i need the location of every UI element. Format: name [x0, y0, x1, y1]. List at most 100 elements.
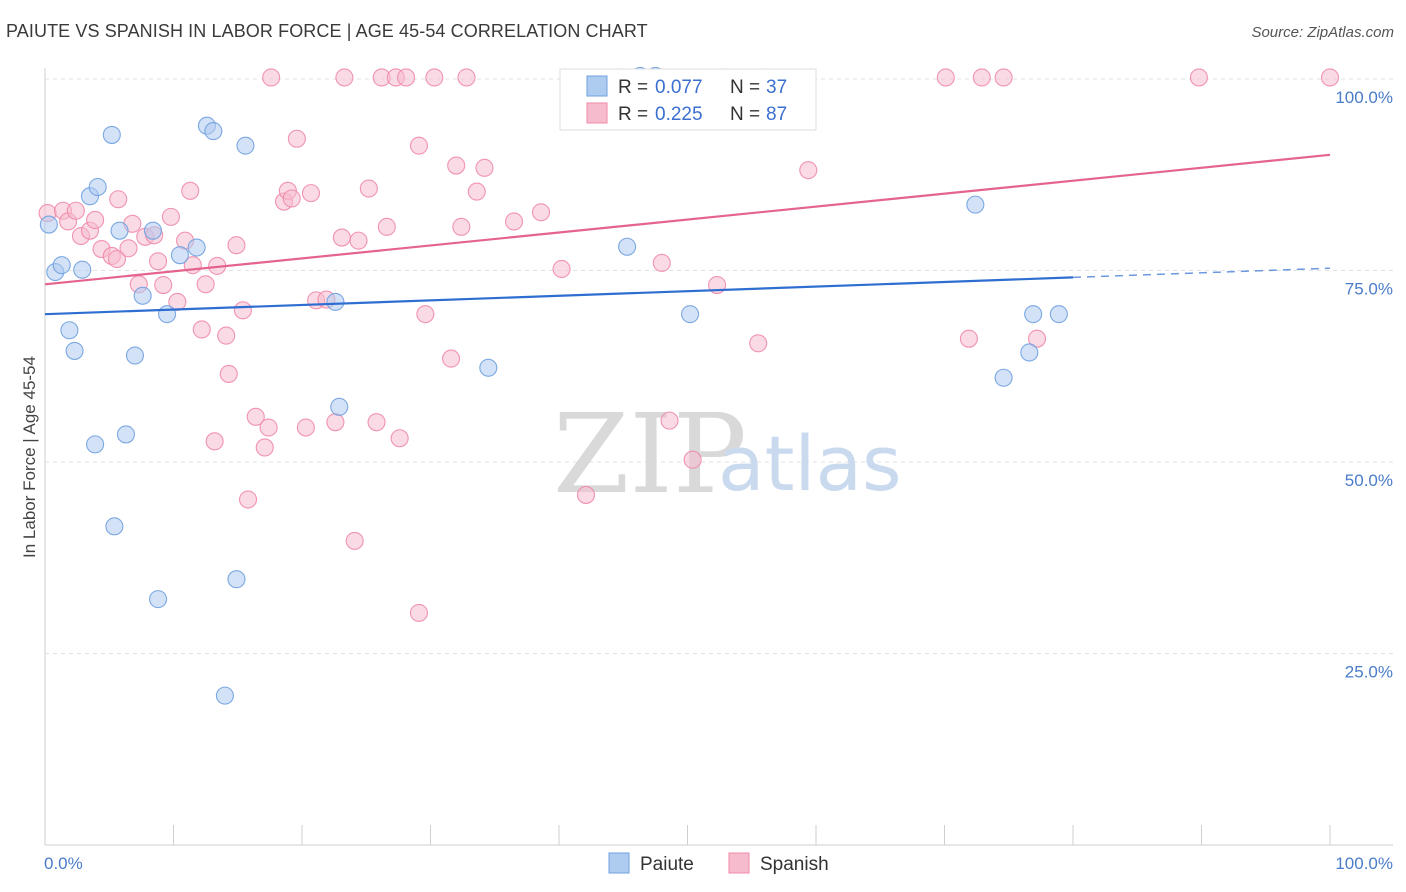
- legend-n-label-spanish: N =: [730, 104, 760, 125]
- spanish-point: [109, 190, 128, 209]
- spanish-point: [301, 184, 321, 203]
- spanish-point: [154, 276, 173, 295]
- paiute-point: [236, 136, 255, 155]
- bottom-legend-swatch-spanish: [728, 852, 750, 874]
- paiute-point: [1049, 305, 1068, 324]
- spanish-point: [359, 179, 378, 198]
- spanish-point: [1320, 68, 1340, 87]
- spanish-point: [1027, 329, 1047, 348]
- paiute-point: [102, 125, 121, 144]
- legend-n-label-paiute: N =: [730, 77, 760, 98]
- spanish-point: [377, 217, 396, 236]
- paiute-point: [73, 260, 92, 279]
- y-tick-label-25: 25.0%: [1345, 663, 1393, 682]
- spanish-point: [409, 136, 428, 155]
- paiute-point: [330, 397, 349, 416]
- paiute-point: [158, 305, 177, 324]
- chart-title: PAIUTE VS SPANISH IN LABOR FORCE | AGE 4…: [6, 21, 648, 41]
- paiute-point: [1024, 305, 1043, 324]
- spanish-point: [447, 156, 466, 175]
- watermark-atlas: atlas: [718, 419, 902, 508]
- paiute-point: [187, 238, 206, 257]
- paiute-point: [681, 305, 700, 324]
- spanish-point: [416, 305, 435, 324]
- paiute-point: [52, 256, 71, 275]
- y-tick-label-50: 50.0%: [1345, 471, 1393, 490]
- paiute-point: [966, 195, 985, 214]
- spanish-point: [161, 207, 180, 226]
- legend-n-value-paiute: 37: [766, 77, 787, 98]
- spanish-point: [238, 490, 258, 509]
- spanish-point: [332, 228, 351, 247]
- spanish-point: [217, 326, 236, 345]
- spanish-point: [576, 485, 596, 504]
- spanish-point: [66, 201, 85, 220]
- spanish-point: [233, 301, 252, 320]
- spanish-point: [994, 68, 1013, 87]
- paiute-point: [39, 215, 58, 234]
- spanish-point: [255, 438, 274, 457]
- spanish-point: [205, 432, 224, 451]
- spanish-point: [660, 411, 679, 430]
- spanish-point: [326, 413, 345, 432]
- source-label: Source: ZipAtlas.com: [1251, 24, 1394, 41]
- bottom-legend-label-paiute: Paiute: [640, 854, 694, 875]
- paiute-point: [110, 221, 129, 240]
- spanish-point: [219, 364, 238, 383]
- spanish-point: [181, 181, 200, 200]
- spanish-point: [467, 182, 486, 201]
- spanish-point: [259, 418, 278, 437]
- bottom-legend: Paiute Spanish: [608, 852, 829, 875]
- spanish-point: [227, 236, 246, 255]
- spanish-point: [86, 210, 105, 229]
- x-tick-min-label: 0.0%: [44, 854, 83, 873]
- spanish-point: [531, 203, 551, 222]
- spanish-point: [504, 212, 524, 231]
- legend-swatch-spanish: [586, 102, 608, 124]
- paiute-point: [60, 321, 79, 340]
- paiute-point: [86, 435, 105, 454]
- paiute-point: [227, 570, 246, 589]
- legend-r-label-paiute: R =: [618, 77, 648, 98]
- spanish-point: [1189, 68, 1208, 87]
- spanish-point: [296, 418, 315, 437]
- spanish-point: [683, 450, 702, 469]
- axes: [44, 68, 1393, 846]
- paiute-point: [994, 368, 1013, 387]
- spanish-point: [282, 189, 301, 208]
- spanish-trend-line: [44, 153, 1331, 286]
- legend-r-value-spanish: 0.225: [655, 104, 703, 125]
- paiute-point: [326, 292, 345, 311]
- paiute-point: [170, 246, 189, 265]
- spanish-point: [349, 231, 368, 250]
- legend-box: R = 0.077 N = 37 R = 0.225 N = 87: [559, 68, 817, 131]
- paiute-point: [116, 425, 136, 444]
- legend-n-value-spanish: 87: [766, 104, 787, 125]
- spanish-point: [799, 161, 818, 180]
- watermark: ZIP atlas: [553, 390, 902, 518]
- trend-lines: [44, 153, 1331, 316]
- bottom-legend-label-spanish: Spanish: [760, 854, 829, 875]
- spanish-point: [409, 603, 428, 622]
- spanish-point: [149, 252, 168, 271]
- paiute-point: [479, 358, 498, 377]
- spanish-point: [345, 531, 364, 550]
- paiute-point: [149, 590, 168, 609]
- legend-r-value-paiute: 0.077: [655, 77, 703, 98]
- spanish-point: [335, 68, 354, 87]
- spanish-point: [119, 239, 138, 258]
- paiute-point: [133, 286, 152, 305]
- data-points: [38, 66, 1340, 705]
- paiute-point: [88, 177, 107, 197]
- paiute-point: [618, 237, 637, 256]
- spanish-point: [262, 68, 281, 87]
- spanish-point: [936, 68, 955, 87]
- spanish-point: [457, 68, 476, 87]
- spanish-point: [192, 320, 211, 339]
- bottom-legend-swatch-paiute: [608, 852, 630, 874]
- spanish-point: [287, 129, 306, 148]
- y-axis-label: In Labor Force | Age 45-54: [20, 356, 39, 558]
- spanish-point: [475, 158, 494, 177]
- grid-lines: [45, 78, 1393, 654]
